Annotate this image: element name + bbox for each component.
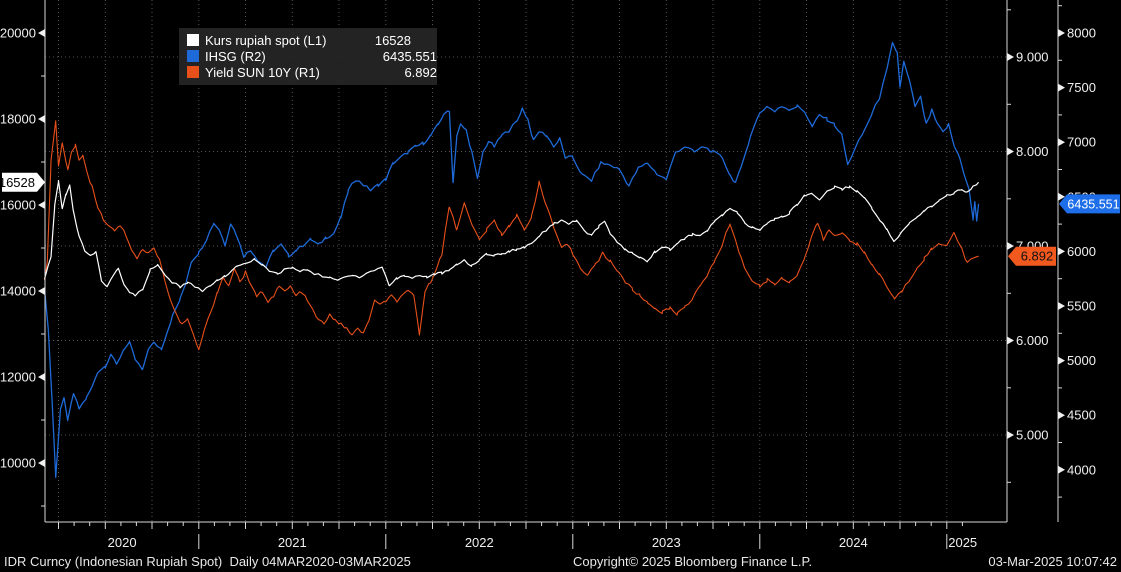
legend-value: 16528 (374, 32, 411, 48)
axis-tick-arrow-icon (1007, 431, 1014, 439)
left-axis-tick-label: 10000 (0, 456, 36, 471)
axis-tick-arrow-icon (38, 287, 45, 295)
ihsg-swatch-icon (187, 50, 199, 62)
copyright-text: Copyright© 2025 Bloomberg Finance L.P. (573, 554, 813, 569)
axis-tick-arrow-icon (1058, 302, 1065, 310)
status-bar: IDR Curncy (Indonesian Rupiah Spot) Dail… (0, 551, 1121, 572)
legend-value: 6435.551 (382, 48, 437, 64)
legend-value: 6.892 (404, 64, 437, 80)
spot-last-price-badge: 16528 (0, 172, 45, 192)
legend-label: IHSG (R2) (205, 48, 266, 64)
chart-legend: Kurs rupiah spot (L1) 16528 IHSG (R2) 64… (179, 28, 437, 85)
ihsg-axis-tick-label: 7500 (1067, 80, 1096, 95)
ihsg-axis-tick-label: 7000 (1067, 135, 1096, 150)
axis-tick-arrow-icon (1007, 242, 1014, 250)
axis-tick-arrow-icon (1007, 336, 1014, 345)
ihsg-axis-tick-label: 4000 (1067, 462, 1096, 477)
axis-tick-arrow-icon (1007, 147, 1014, 156)
yield-last-value-badge: 6.892 (1008, 246, 1056, 266)
axis-tick-arrow-icon (1058, 138, 1065, 147)
axis-tick-arrow-icon (1058, 192, 1065, 201)
series-line-yield-sun-10y (43, 120, 979, 351)
legend-item-yield[interactable]: Yield SUN 10Y (R1) 6.892 (179, 64, 437, 80)
axis-tick-arrow-icon (1058, 411, 1065, 420)
left-axis-tick-label: 16000 (0, 198, 36, 213)
series-line-kurs-rupiah-spot (43, 180, 980, 297)
ihsg-axis-tick-label: 4500 (1067, 408, 1096, 423)
ihsg-axis-tick-label: 8000 (1067, 26, 1096, 41)
axis-tick-arrow-icon (38, 459, 45, 467)
yield-axis-tick-label: 5.000 (1016, 428, 1049, 443)
legend-item-spot[interactable]: Kurs rupiah spot (L1) 16528 (179, 32, 437, 48)
axis-tick-arrow-icon (1058, 83, 1065, 92)
spot-swatch-icon (187, 34, 199, 46)
left-axis-tick-label: 12000 (0, 370, 36, 385)
security-description: IDR Curncy (Indonesian Rupiah Spot) Dail… (4, 554, 411, 569)
axis-tick-arrow-icon (38, 115, 45, 123)
x-axis-year-label: 2025 (948, 535, 977, 550)
legend-label: Kurs rupiah spot (L1) (205, 32, 327, 48)
ihsg-axis-tick-label: 6000 (1067, 244, 1096, 259)
price-chart: 20000 18000 16000 14000 12000 10000 9.000 8.000… (0, 0, 1120, 550)
axis-tick-arrow-icon (38, 201, 45, 209)
x-axis-year-label: 2024 (839, 535, 868, 550)
axis-tick-arrow-icon (38, 373, 45, 381)
left-axis-tick-label: 18000 (0, 112, 36, 127)
axis-tick-arrow-icon (1058, 465, 1065, 474)
yield-swatch-icon (187, 66, 199, 78)
legend-item-ihsg[interactable]: IHSG (R2) 6435.551 (179, 48, 437, 64)
svg-text:6435.551: 6435.551 (1067, 197, 1119, 211)
axis-tick-arrow-icon (1058, 356, 1065, 365)
ihsg-axis-tick-label: 5500 (1067, 299, 1096, 314)
svg-text:6.892: 6.892 (1021, 249, 1054, 264)
left-axis-tick-label: 20000 (0, 26, 36, 41)
x-axis-year-label: 2020 (108, 535, 137, 550)
axis-tick-arrow-icon (1007, 53, 1014, 61)
yield-axis-tick-label: 6.000 (1016, 333, 1049, 348)
timestamp: 03-Mar-2025 10:07:42 (988, 554, 1117, 569)
x-axis-year-label: 2021 (278, 535, 307, 550)
svg-text:16528: 16528 (0, 175, 35, 190)
legend-label: Yield SUN 10Y (R1) (205, 64, 320, 80)
axis-tick-arrow-icon (1058, 247, 1065, 256)
axis-tick-arrow-icon (38, 29, 45, 37)
left-axis-tick-label: 14000 (0, 284, 36, 299)
axis-tick-arrow-icon (1058, 29, 1065, 37)
ihsg-axis-tick-label: 5000 (1067, 353, 1096, 368)
yield-axis-tick-label: 9.000 (1016, 50, 1049, 65)
series-line-ihsg (43, 41, 980, 479)
ihsg-last-price-badge: 6435.551 (1059, 194, 1120, 214)
yield-axis-tick-label: 8.000 (1016, 144, 1049, 159)
x-axis-year-label: 2022 (465, 535, 494, 550)
x-axis-year-label: 2023 (652, 535, 681, 550)
